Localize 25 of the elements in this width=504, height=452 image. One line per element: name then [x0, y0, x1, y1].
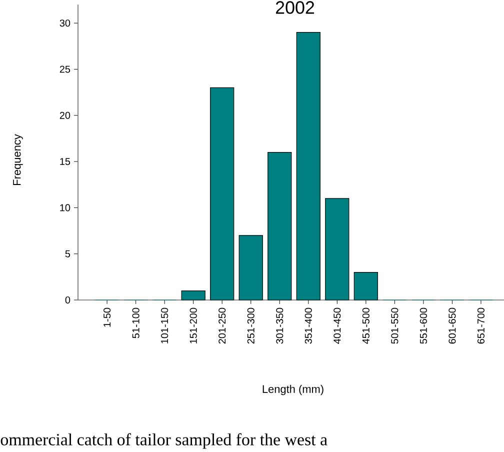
- y-tick-label: 25: [60, 66, 70, 73]
- x-tick-label: 551-600: [420, 308, 427, 344]
- chart-title: 2002: [276, 1, 314, 14]
- y-tick-label: 20: [60, 112, 70, 119]
- x-tick-label: 201-250: [218, 308, 226, 344]
- x-tick-label: 401-450: [334, 308, 341, 344]
- y-tick-label: 10: [60, 204, 70, 212]
- x-tick-label: 351-400: [304, 308, 312, 344]
- x-tick-label: 101-150: [161, 308, 168, 344]
- x-tick-label: 151-200: [190, 308, 197, 344]
- x-tick-label: 251-300: [247, 308, 254, 344]
- y-tick-label: 15: [60, 158, 70, 166]
- y-axis-title: Frequency: [13, 134, 23, 185]
- x-axis-title: Length (mm): [262, 384, 324, 396]
- y-tick-label: 30: [60, 20, 70, 27]
- y-tick-label: 0: [65, 296, 70, 304]
- text: ommercial catch of tailor sampled for the west a: [0, 433, 328, 449]
- x-tick-label: 451-500: [362, 308, 370, 344]
- x-tick-label: 51-100: [132, 308, 140, 338]
- x-tick-label: 1-50: [104, 308, 111, 327]
- x-tick-label: 651-700: [477, 308, 484, 344]
- x-tick-label: 501-550: [391, 308, 398, 344]
- x-tick-label: 301-350: [276, 308, 284, 344]
- x-tick-label: 601-650: [448, 308, 456, 344]
- y-tick-label: 5: [65, 250, 70, 258]
